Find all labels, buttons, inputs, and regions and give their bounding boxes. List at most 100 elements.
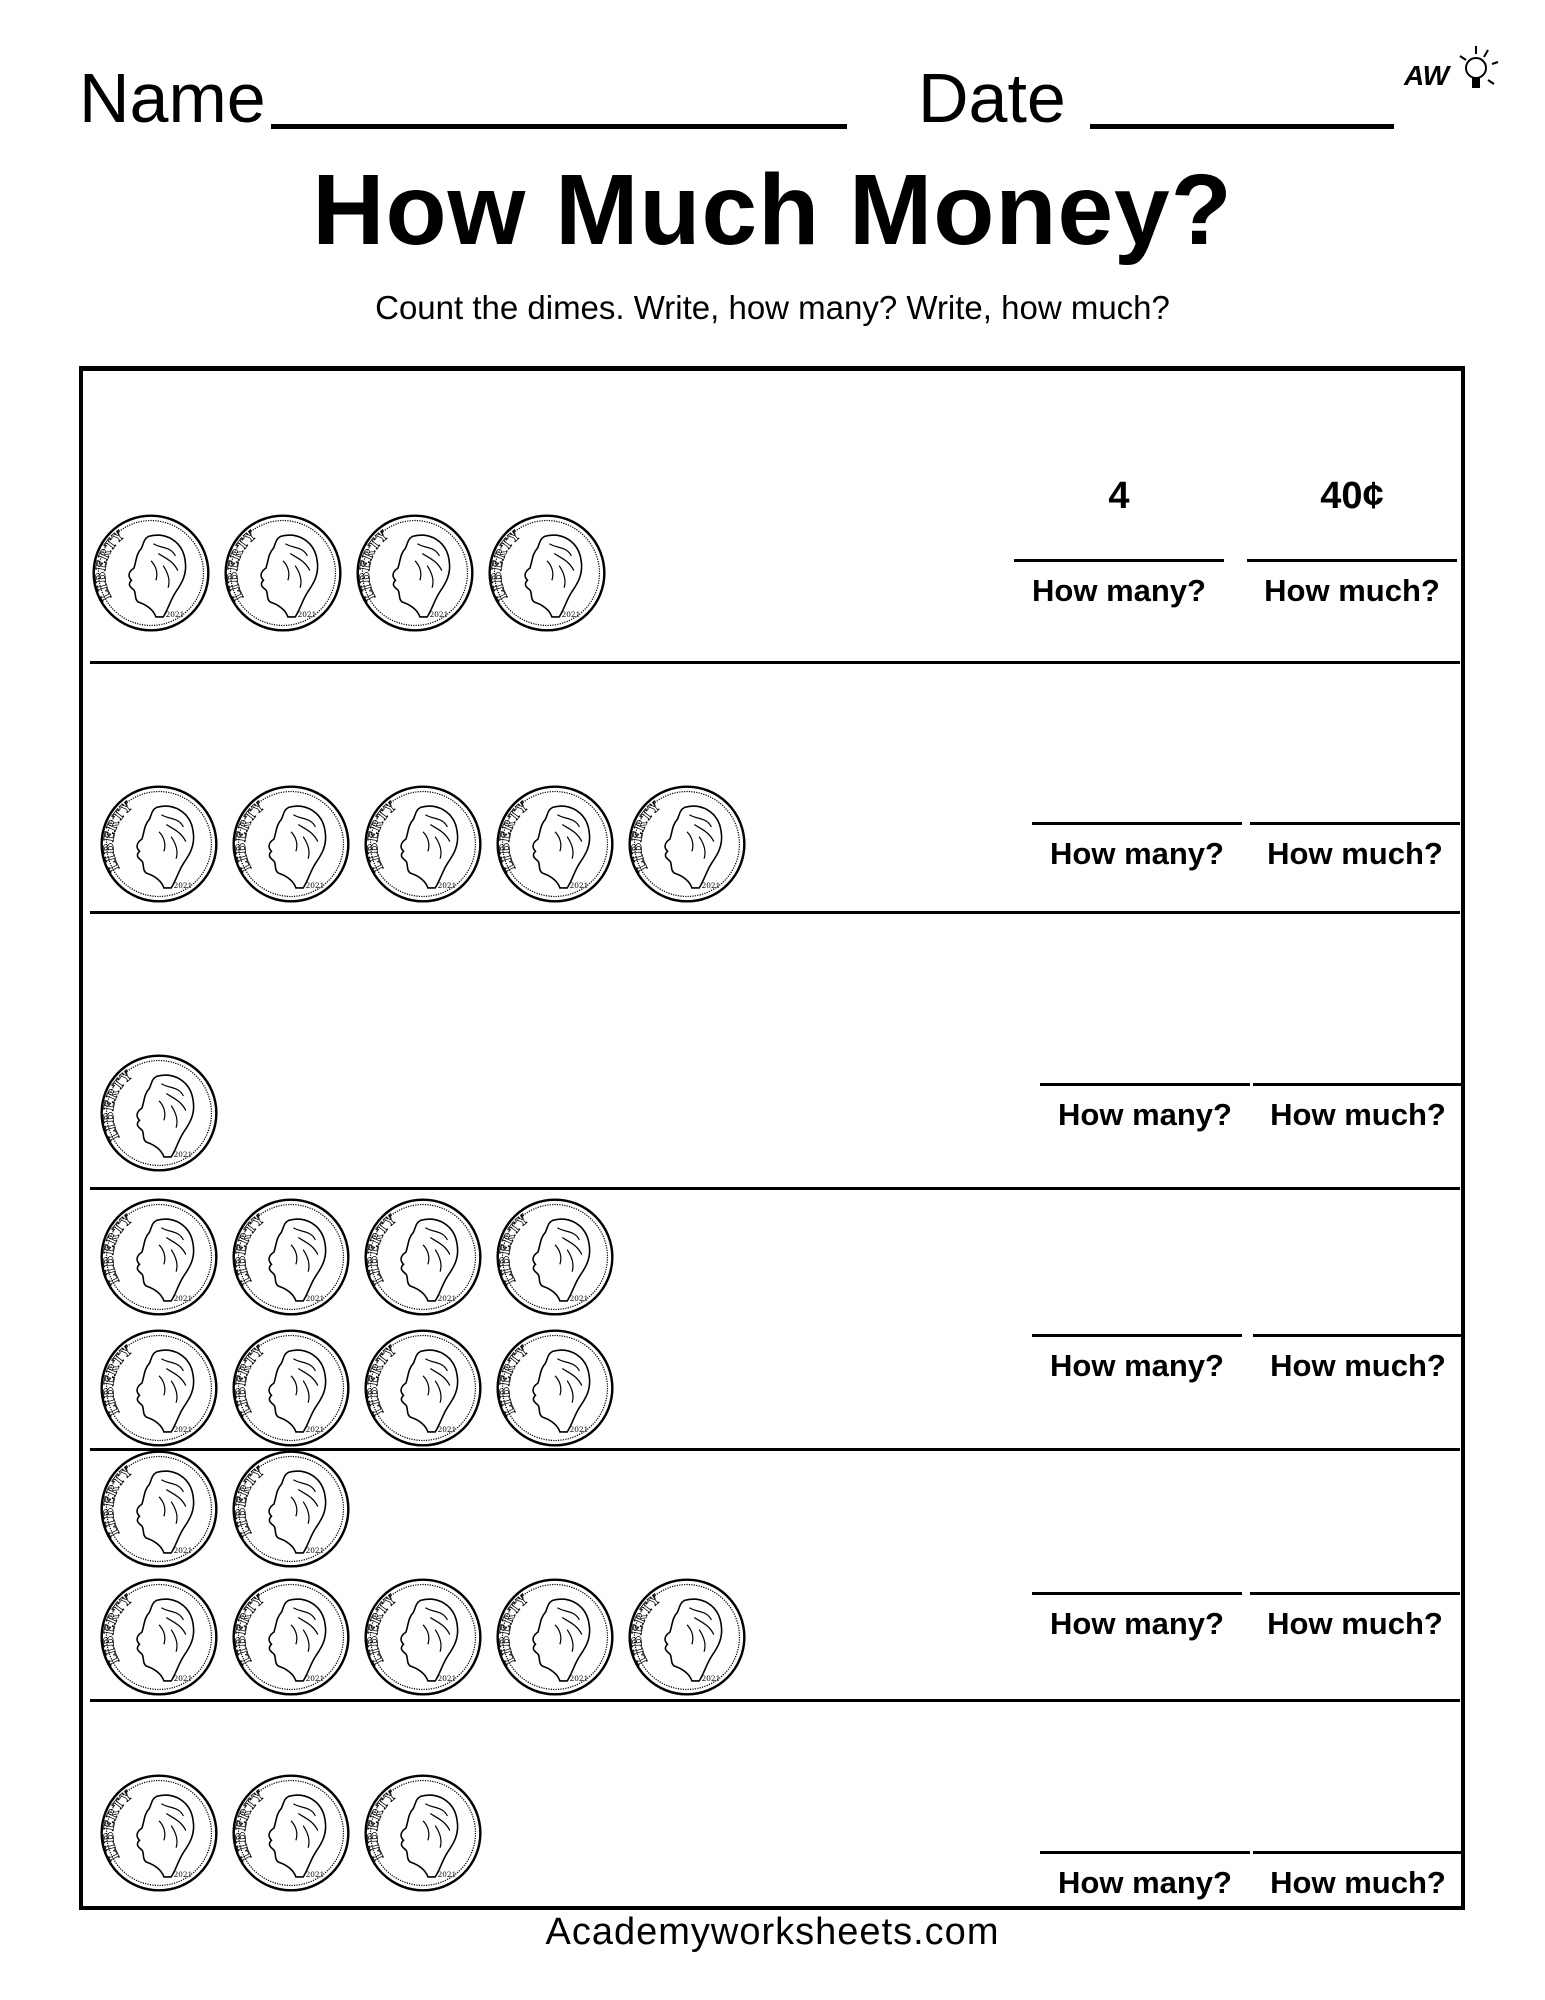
coin-year: 2021 [306, 1546, 325, 1555]
dime-coin: LIBERTY 2021 [494, 1327, 616, 1449]
how-many-answer-line[interactable] [1040, 1851, 1250, 1854]
name-label: Name [79, 59, 266, 137]
worksheet-box [79, 366, 1465, 1910]
coin-year: 2021 [570, 881, 589, 890]
how-many-answer-line[interactable] [1032, 1592, 1242, 1595]
how-many-answer-line[interactable] [1032, 1334, 1242, 1337]
dime-coin: LIBERTY 2021 [362, 783, 484, 905]
how-many-label: How many? [1058, 1865, 1232, 1900]
how-many-label: How many? [1032, 573, 1206, 608]
coin-year: 2021 [438, 1674, 457, 1683]
how-much-answer-line[interactable] [1247, 559, 1457, 562]
logo: AW [1400, 42, 1500, 102]
row-divider [90, 1448, 1460, 1451]
dime-coin: LIBERTY 2021 [98, 1772, 220, 1894]
row-divider [90, 1699, 1460, 1702]
dime-coin: LIBERTY 2021 [626, 783, 748, 905]
dime-coin: LIBERTY 2021 [98, 1448, 220, 1570]
date-label: Date [918, 59, 1066, 137]
coin-year: 2021 [174, 1674, 193, 1683]
coin-year: 2021 [306, 1425, 325, 1434]
dime-coin: LIBERTY 2021 [230, 1448, 352, 1570]
how-much-label: How much? [1270, 1865, 1446, 1900]
coin-year: 2021 [430, 610, 449, 619]
dime-coin: LIBERTY 2021 [362, 1196, 484, 1318]
date-field[interactable] [1090, 124, 1394, 129]
dime-coin: LIBERTY 2021 [494, 1196, 616, 1318]
coin-year: 2021 [174, 1870, 193, 1879]
how-much-label: How much? [1270, 1097, 1446, 1132]
dime-coin: LIBERTY 2021 [98, 783, 220, 905]
dime-coin: LIBERTY 2021 [98, 1576, 220, 1698]
coin-year: 2021 [570, 1425, 589, 1434]
dime-coin: LIBERTY 2021 [626, 1576, 748, 1698]
how-many-answer-line[interactable] [1040, 1083, 1250, 1086]
dime-coin: LIBERTY 2021 [362, 1576, 484, 1698]
dime-coin: LIBERTY 2021 [98, 1196, 220, 1318]
dime-coin: LIBERTY 2021 [230, 1576, 352, 1698]
how-much-answer-line[interactable] [1250, 1592, 1460, 1595]
how-much-label: How much? [1267, 836, 1443, 871]
dime-coin: LIBERTY 2021 [90, 512, 212, 634]
dime-coin: LIBERTY 2021 [362, 1772, 484, 1894]
instructions: Count the dimes. Write, how many? Write,… [375, 289, 1170, 326]
page-title: How Much Money? [312, 154, 1233, 266]
how-many-answer-line[interactable] [1032, 822, 1242, 825]
coin-year: 2021 [570, 1294, 589, 1303]
dime-coin: LIBERTY 2021 [486, 512, 608, 634]
coin-year: 2021 [570, 1674, 589, 1683]
how-many-answer-line[interactable] [1014, 559, 1224, 562]
coin-year: 2021 [174, 1546, 193, 1555]
coin-year: 2021 [306, 881, 325, 890]
how-much-answer-line[interactable] [1250, 822, 1460, 825]
logo-text: AW [1404, 60, 1450, 91]
coin-year: 2021 [702, 881, 721, 890]
coin-year: 2021 [306, 1294, 325, 1303]
coin-year: 2021 [702, 1674, 721, 1683]
row-divider [90, 911, 1460, 914]
footer-website: Academyworksheets.com [545, 1911, 1000, 1953]
how-much-answer-line[interactable] [1253, 1334, 1463, 1337]
how-many-label: How many? [1058, 1097, 1232, 1132]
dime-coin: LIBERTY 2021 [354, 512, 476, 634]
how-much-answer-line[interactable] [1253, 1851, 1463, 1854]
coin-year: 2021 [306, 1674, 325, 1683]
dime-coin: LIBERTY 2021 [222, 512, 344, 634]
dime-coin: LIBERTY 2021 [362, 1327, 484, 1449]
dime-coin: LIBERTY 2021 [230, 1772, 352, 1894]
how-much-answer[interactable]: 40¢ [1320, 475, 1384, 517]
dime-coin: LIBERTY 2021 [98, 1327, 220, 1449]
coin-year: 2021 [174, 1150, 193, 1159]
name-field[interactable] [271, 124, 847, 129]
dime-coin: LIBERTY 2021 [230, 1327, 352, 1449]
dime-coin: LIBERTY 2021 [230, 783, 352, 905]
how-many-label: How many? [1050, 1606, 1224, 1641]
how-many-label: How many? [1050, 836, 1224, 871]
dime-coin: LIBERTY 2021 [98, 1052, 220, 1174]
how-many-answer[interactable]: 4 [1108, 475, 1130, 517]
dime-coin: LIBERTY 2021 [230, 1196, 352, 1318]
coin-year: 2021 [166, 610, 185, 619]
how-many-label: How many? [1050, 1348, 1224, 1383]
how-much-answer-line[interactable] [1253, 1083, 1463, 1086]
